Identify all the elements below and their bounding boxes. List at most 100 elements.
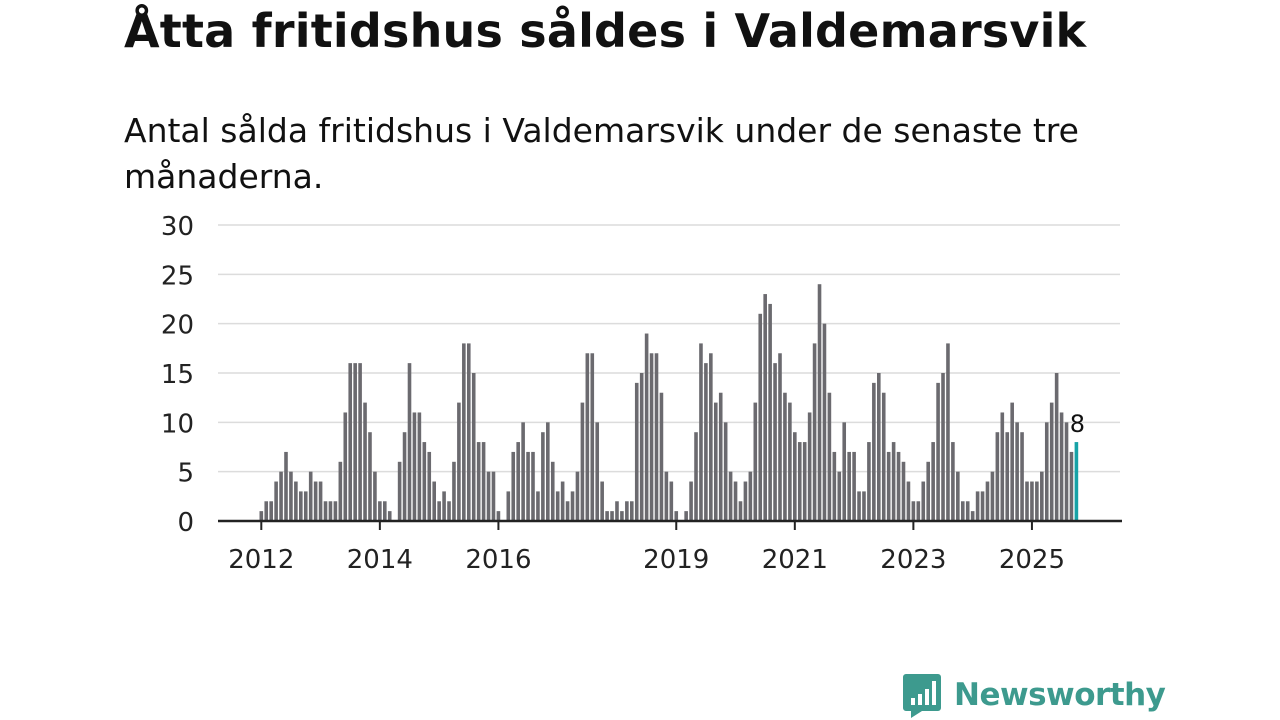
bar <box>600 481 604 521</box>
bar <box>289 471 293 521</box>
bar <box>1049 402 1054 521</box>
bar <box>723 422 728 521</box>
brand-logo: Newsworthy <box>902 670 1166 720</box>
bar <box>743 481 748 521</box>
last-value-label: 8 <box>1070 410 1085 438</box>
bar <box>1035 481 1039 521</box>
bar <box>496 511 501 521</box>
bar <box>753 402 758 521</box>
bar <box>422 442 427 521</box>
bar <box>284 451 288 521</box>
bar <box>1010 402 1014 521</box>
grid-lines <box>218 224 1120 473</box>
bar <box>303 491 308 521</box>
bar <box>526 451 530 521</box>
bar <box>812 343 817 521</box>
bar <box>373 471 377 521</box>
bar <box>471 373 476 521</box>
y-tick-label: 20 <box>161 311 194 341</box>
x-tick-label: 2014 <box>347 545 413 575</box>
bar <box>763 294 767 521</box>
bar <box>941 373 945 521</box>
chart-subtitle: Antal sålda fritidshus i Valdemarsvik un… <box>124 111 1079 196</box>
bar <box>965 501 970 521</box>
bar <box>368 432 372 521</box>
bar <box>713 402 718 521</box>
x-tick-label: 2021 <box>762 545 828 575</box>
bar <box>891 442 896 521</box>
bar <box>570 491 575 521</box>
bar <box>383 501 387 521</box>
bar <box>620 511 624 521</box>
bar <box>363 402 367 521</box>
bar <box>718 392 723 521</box>
bar <box>817 284 822 521</box>
bar <box>486 471 491 521</box>
bar <box>550 461 555 521</box>
bar <box>378 501 382 521</box>
bar <box>333 501 338 521</box>
bar <box>555 491 560 521</box>
bar <box>867 442 871 521</box>
bar <box>842 422 847 521</box>
bar <box>980 491 985 521</box>
bar <box>783 392 787 521</box>
highlight-bar <box>1074 442 1079 521</box>
bar <box>353 363 357 521</box>
bar <box>970 511 975 521</box>
bar <box>1064 422 1069 521</box>
bar <box>704 363 708 521</box>
bar-series <box>259 284 1079 521</box>
bar <box>580 402 585 521</box>
newsworthy-logo-icon <box>903 674 941 718</box>
x-tick-label: 2012 <box>228 545 294 575</box>
y-tick-label: 10 <box>161 409 194 439</box>
bar <box>793 432 797 521</box>
bar <box>279 471 283 521</box>
bar <box>896 451 901 521</box>
bar <box>694 432 698 521</box>
bar <box>437 501 441 521</box>
bar <box>536 491 540 521</box>
bar <box>773 363 777 521</box>
bar <box>689 481 693 521</box>
bar <box>457 402 461 521</box>
bar <box>313 481 318 521</box>
bar <box>442 491 446 521</box>
bar <box>921 481 926 521</box>
bar <box>630 501 634 521</box>
bar <box>644 333 649 521</box>
bar <box>308 471 313 521</box>
bar <box>674 511 679 521</box>
bar <box>946 343 950 521</box>
x-tick-label: 2023 <box>880 545 946 575</box>
bar <box>872 382 876 521</box>
y-tick-label: 25 <box>161 261 194 291</box>
bar <box>417 412 422 521</box>
bar <box>427 451 432 521</box>
x-axis: 2012 2014 2016 2019 2021 2023 2025 <box>218 519 1122 575</box>
bar <box>318 481 323 521</box>
bar <box>1040 471 1044 521</box>
bar <box>669 481 674 521</box>
bar <box>511 451 516 521</box>
bar <box>264 501 269 521</box>
bar <box>432 481 436 521</box>
bar <box>575 471 580 521</box>
bar <box>862 491 866 521</box>
bar <box>1030 481 1034 521</box>
bar <box>1059 412 1064 521</box>
bar <box>956 471 960 521</box>
bar <box>654 353 659 521</box>
bar <box>506 491 511 521</box>
bar <box>1069 451 1074 521</box>
bar <box>901 461 906 521</box>
bar <box>664 471 669 521</box>
bar <box>659 392 664 521</box>
bar <box>1005 432 1010 521</box>
bar <box>877 373 881 521</box>
bar <box>560 481 565 521</box>
bar <box>476 442 481 521</box>
bar <box>1020 432 1024 521</box>
